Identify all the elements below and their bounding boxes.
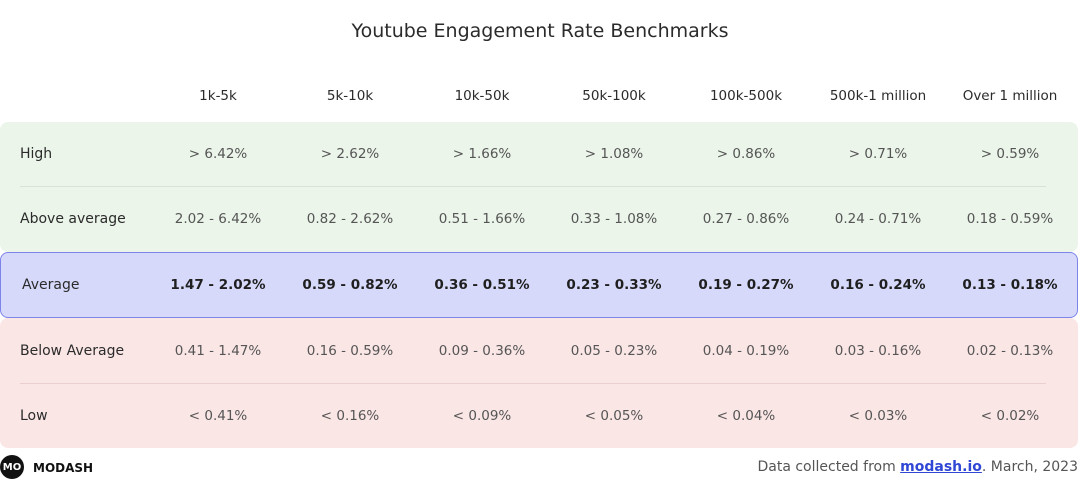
row-label: Average — [22, 277, 80, 293]
row-label: Below Average — [20, 343, 125, 359]
column-header: 500k-1 million — [829, 88, 927, 104]
table-cell: 0.41 - 1.47% — [174, 343, 262, 359]
table-cell: > 1.08% — [584, 146, 644, 162]
row-label: High — [20, 146, 53, 162]
table-cell: 0.16 - 0.24% — [830, 277, 926, 293]
table-cell: > 0.86% — [716, 146, 776, 162]
row-label: Low — [20, 408, 48, 424]
table-cell: 0.18 - 0.59% — [966, 211, 1054, 227]
column-header: 1k-5k — [199, 88, 237, 104]
table-cell: 0.03 - 0.16% — [834, 343, 922, 359]
brand-name: MODASH — [33, 461, 94, 475]
column-header: 10k-50k — [454, 88, 510, 104]
average-band — [0, 252, 1078, 318]
table-cell: < 0.05% — [584, 408, 644, 424]
table-cell: < 0.04% — [716, 408, 776, 424]
table-cell: 0.09 - 0.36% — [438, 343, 526, 359]
table-cell: < 0.03% — [848, 408, 908, 424]
table-cell: < 0.09% — [452, 408, 512, 424]
table-cell: 0.23 - 0.33% — [566, 277, 662, 293]
row-divider — [20, 383, 1046, 384]
table-cell: > 0.59% — [980, 146, 1040, 162]
table-cell: < 0.41% — [188, 408, 248, 424]
table-cell: 0.82 - 2.62% — [306, 211, 394, 227]
column-header: 50k-100k — [582, 88, 646, 104]
source-prefix: Data collected from — [757, 459, 901, 475]
column-header: Over 1 million — [962, 88, 1058, 104]
table-cell: 0.59 - 0.82% — [302, 277, 398, 293]
source-suffix: . March, 2023 — [981, 459, 1078, 475]
table-cell: 2.02 - 6.42% — [174, 211, 262, 227]
table-cell: > 6.42% — [188, 146, 248, 162]
table-cell: 0.16 - 0.59% — [306, 343, 394, 359]
table-cell: > 1.66% — [452, 146, 512, 162]
table-cell: 0.33 - 1.08% — [570, 211, 658, 227]
table-cell: < 0.16% — [320, 408, 380, 424]
source-link[interactable]: modash.io — [900, 459, 982, 475]
table-cell: > 0.71% — [848, 146, 908, 162]
table-cell: 0.51 - 1.66% — [438, 211, 526, 227]
source-note: Data collected from modash.io. March, 20… — [757, 459, 1078, 475]
column-header: 100k-500k — [709, 88, 783, 104]
modash-logo: MO — [0, 455, 24, 479]
column-header: 5k-10k — [326, 88, 374, 104]
chart-title: Youtube Engagement Rate Benchmarks — [351, 20, 729, 42]
table-cell: 0.04 - 0.19% — [702, 343, 790, 359]
high-band — [0, 122, 1078, 252]
table-cell: 0.19 - 0.27% — [698, 277, 794, 293]
table-cell: 0.27 - 0.86% — [702, 211, 790, 227]
row-label: Above average — [20, 211, 126, 227]
table-cell: 1.47 - 2.02% — [170, 277, 266, 293]
table-cell: 0.36 - 0.51% — [434, 277, 530, 293]
table-cell: 0.24 - 0.71% — [834, 211, 922, 227]
table-cell: < 0.02% — [980, 408, 1040, 424]
table-cell: 0.05 - 0.23% — [570, 343, 658, 359]
row-divider — [20, 186, 1046, 187]
table-cell: 0.02 - 0.13% — [966, 343, 1054, 359]
table-cell: > 2.62% — [320, 146, 380, 162]
table-cell: 0.13 - 0.18% — [962, 277, 1058, 293]
